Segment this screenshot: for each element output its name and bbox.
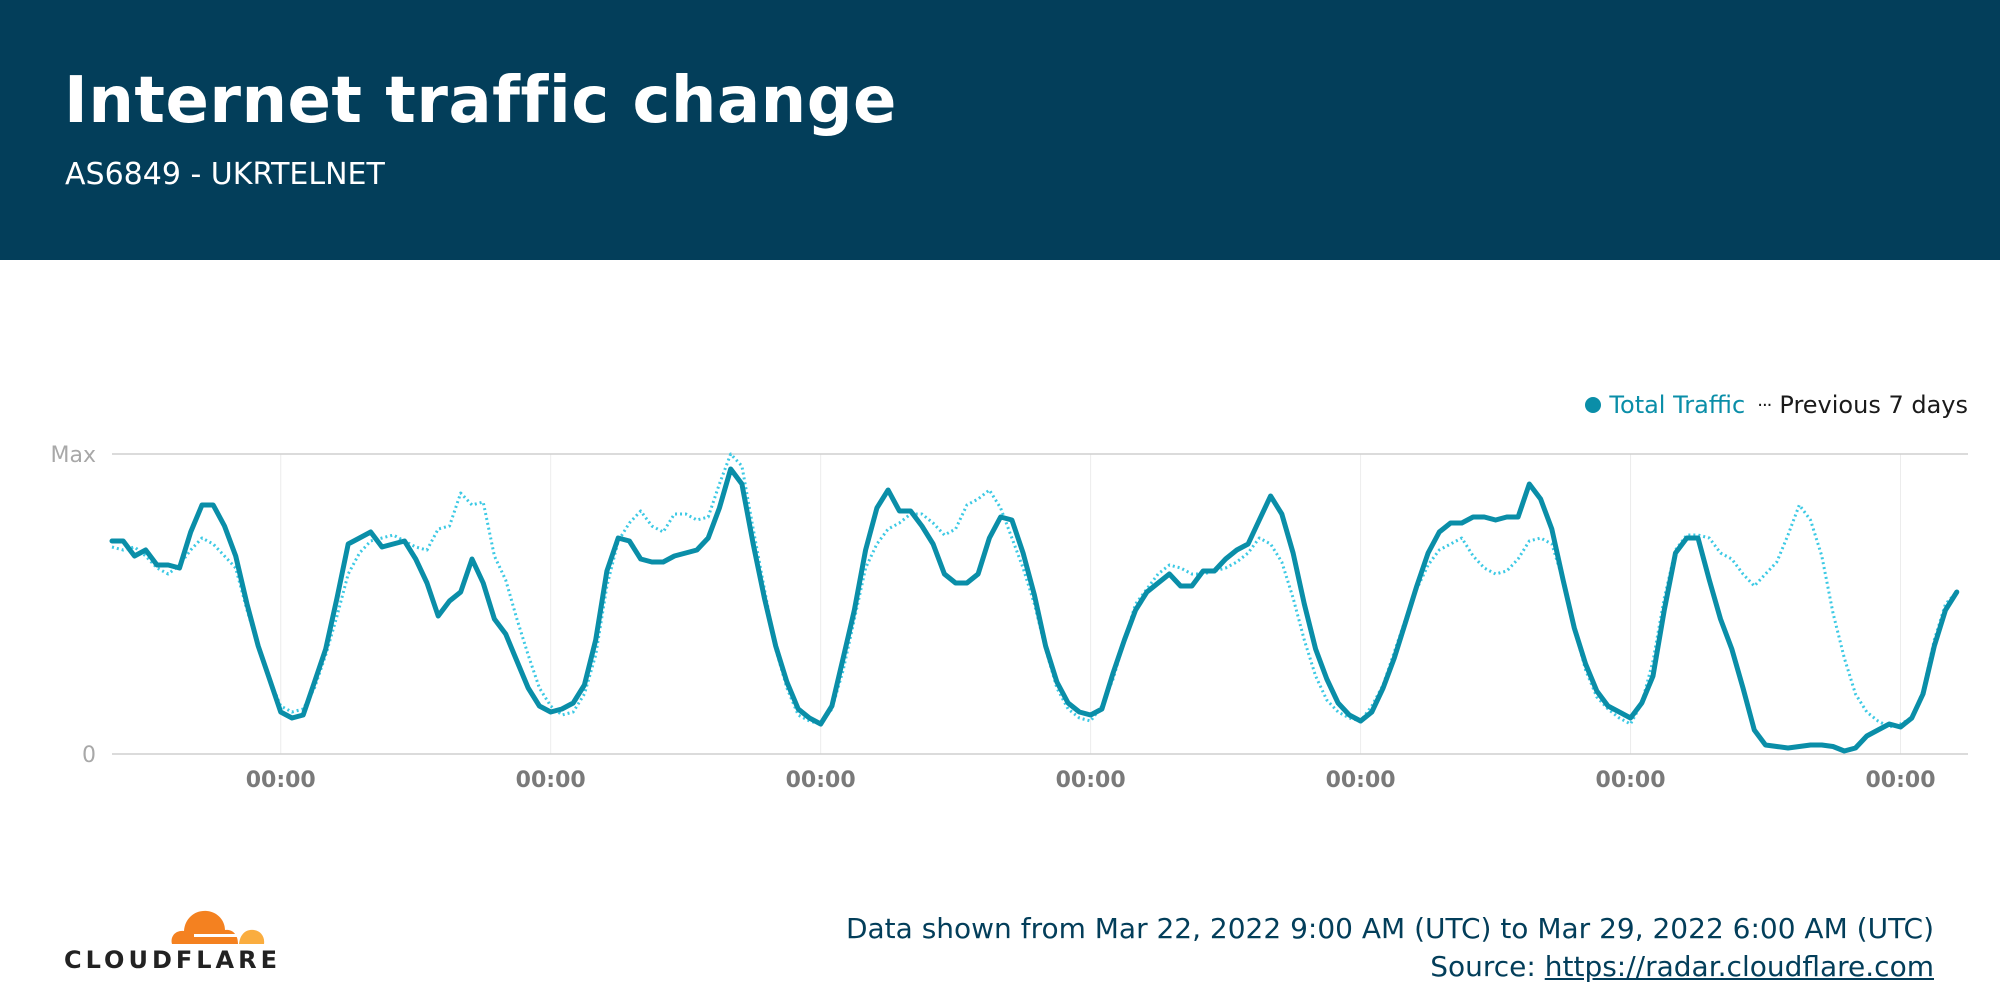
header-banner: Internet traffic change AS6849 - UKRTELN… <box>0 0 2000 260</box>
y-tick-label: 0 <box>82 743 96 768</box>
source-line: Source: https://radar.cloudflare.com <box>846 948 1934 986</box>
source-prefix: Source: <box>1430 950 1545 983</box>
page-title: Internet traffic change <box>64 64 897 138</box>
legend-label-total-traffic: Total Traffic <box>1609 391 1746 419</box>
x-tick-label: 00:00 <box>786 768 856 793</box>
x-tick-label: 00:00 <box>1596 768 1666 793</box>
page-subtitle: AS6849 - UKRTELNET <box>65 157 385 192</box>
x-tick-label: 00:00 <box>1056 768 1126 793</box>
legend-label-previous-7-days: Previous 7 days <box>1779 391 1968 419</box>
x-tick-label: 00:00 <box>516 768 586 793</box>
x-tick-label: 00:00 <box>1865 768 1935 793</box>
x-tick-label: 00:00 <box>246 768 316 793</box>
legend-dotted-line-icon: ··· <box>1757 394 1772 416</box>
source-link[interactable]: https://radar.cloudflare.com <box>1544 950 1934 983</box>
legend-dot-icon <box>1585 397 1602 413</box>
series-line-total-traffic <box>109 466 1960 754</box>
y-tick-label: Max <box>51 443 96 468</box>
cloudflare-logo: CLOUDFLARE <box>64 896 284 976</box>
x-tick-label: 00:00 <box>1326 768 1396 793</box>
cloudflare-wordmark: CLOUDFLARE <box>64 946 281 974</box>
traffic-line-chart: Max 0 00:00 00:00 00:00 00:00 00:00 00:00 00:00 <box>51 443 1968 793</box>
cloud-icon <box>171 910 265 944</box>
footer-info: Data shown from Mar 22, 2022 9:00 AM (UT… <box>846 910 1934 986</box>
data-range-text: Data shown from Mar 22, 2022 9:00 AM (UT… <box>845 912 1934 945</box>
legend-item-previous-7-days[interactable]: ··· Previous 7 days <box>1757 391 1968 419</box>
legend-item-total-traffic[interactable]: Total Traffic <box>1585 391 1745 419</box>
chart-legend: Total Traffic ··· Previous 7 days <box>1585 390 1968 420</box>
